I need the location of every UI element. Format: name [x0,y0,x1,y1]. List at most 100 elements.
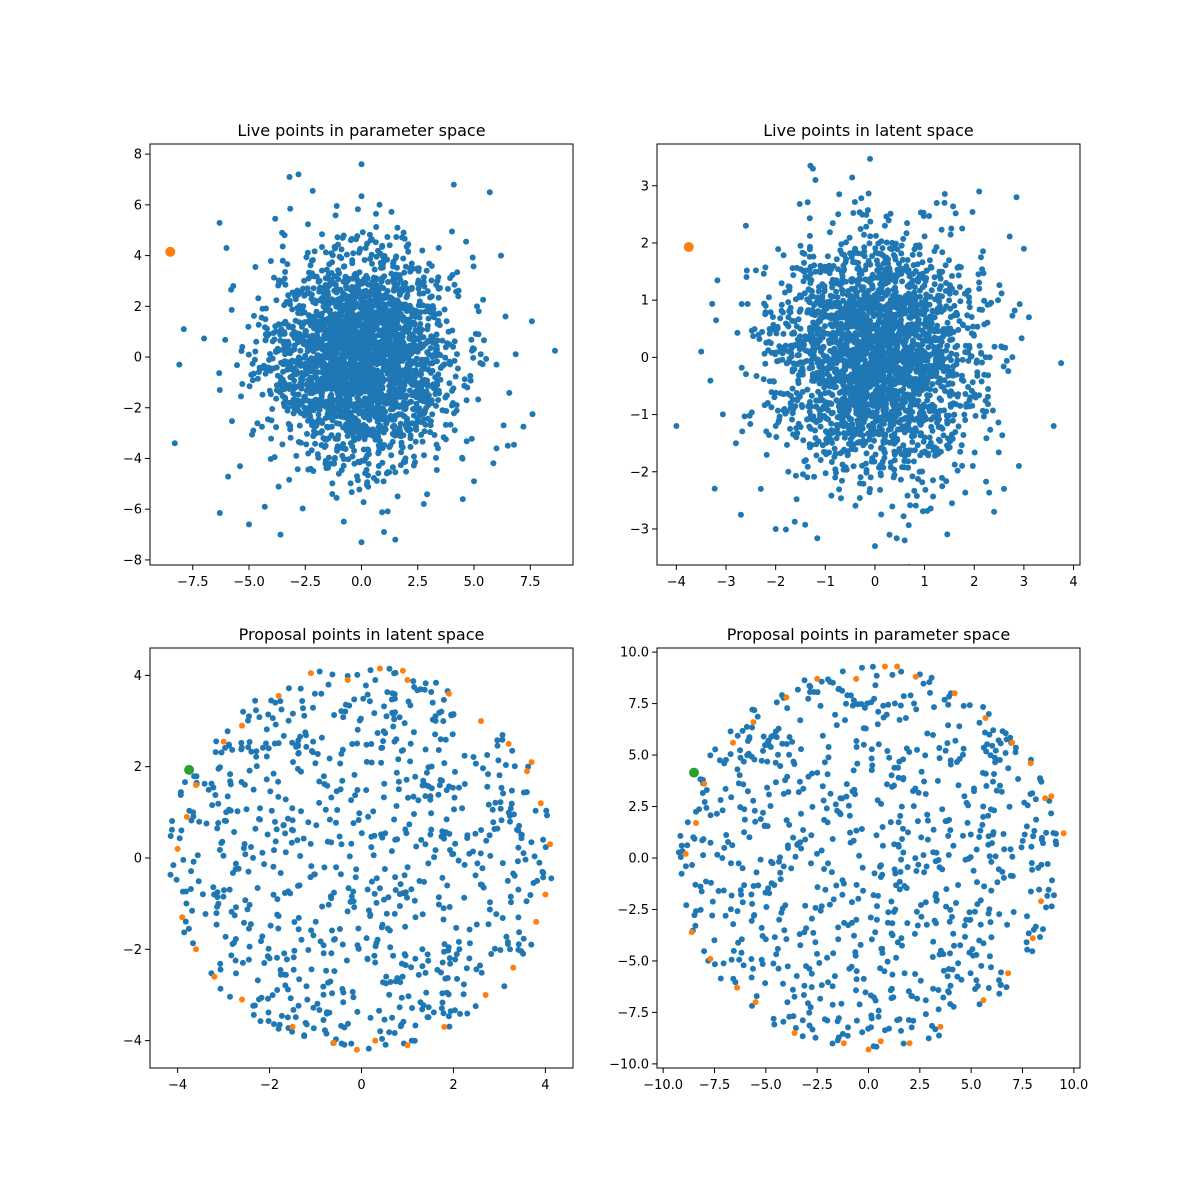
data-point [454,351,460,358]
data-point [898,324,905,331]
data-point [893,535,900,542]
data-point [267,351,273,357]
x-tick-label: −5.0 [233,575,265,590]
data-point [378,308,385,315]
data-point [376,437,383,444]
data-point [297,380,304,387]
data-point [431,432,438,438]
data-point [289,323,296,330]
data-point [937,407,943,414]
data-point [323,266,330,273]
data-point [376,345,383,352]
data-point [245,323,252,330]
data-point [413,394,420,401]
data-point [493,445,500,452]
data-point [290,410,297,417]
data-point [928,423,935,430]
data-point [399,356,406,363]
data-point [969,379,976,386]
data-point [905,269,912,276]
data-point [335,432,342,439]
x-tick-label: −7.5 [177,575,209,590]
data-point [379,264,386,271]
data-point [900,266,906,273]
data-point [866,279,873,285]
data-point [268,435,275,442]
data-point [853,292,860,299]
data-point [966,304,973,311]
data-point [176,361,183,368]
data-point [901,458,908,464]
data-point [360,348,367,355]
data-point [388,308,394,315]
plot-area [165,161,558,546]
data-point [351,369,358,376]
data-point [420,501,427,507]
data-point [316,318,323,325]
data-point [784,441,790,448]
data-point [309,187,316,194]
data-point [802,521,809,528]
data-point [382,330,389,337]
data-point [340,441,347,447]
data-point [813,397,820,404]
data-point [424,288,431,295]
data-point [885,260,891,267]
data-point [907,502,914,509]
data-point [258,314,265,321]
data-point [398,439,405,446]
data-point [361,257,368,263]
data-point [309,270,315,277]
data-point [892,278,899,285]
data-point [873,366,880,373]
data-point [467,372,474,379]
data-point [969,209,976,215]
data-point [873,232,879,239]
data-point [373,224,380,230]
data-point [344,350,351,357]
data-point [284,407,291,414]
data-point [251,312,257,319]
data-point [346,322,352,329]
data-point [420,302,427,309]
data-point [899,464,906,471]
data-point [787,425,793,432]
data-point [309,257,315,264]
data-point [420,274,427,281]
data-point [849,421,856,428]
data-point [304,430,310,437]
data-point [375,450,382,457]
data-point [405,355,411,361]
data-point [461,376,468,383]
data-point [345,306,352,313]
data-point [774,407,781,414]
data-point [355,418,362,425]
data-point [920,417,927,424]
data-point [1006,233,1013,240]
data-point [965,287,972,294]
data-point [275,321,282,328]
data-point [439,407,446,414]
data-point [986,354,993,361]
data-point [921,412,928,419]
data-point [264,325,270,332]
data-point [365,328,372,334]
data-point [382,408,389,415]
data-point [368,403,375,410]
data-point [985,372,992,379]
data-point [815,388,822,395]
data-point [916,244,923,251]
data-point [870,350,877,357]
data-point [349,430,356,437]
data-point [383,420,390,427]
data-point [403,243,410,250]
data-point [851,398,858,405]
data-point [354,206,361,213]
data-point [303,387,310,394]
data-point [380,478,387,485]
data-point [429,411,436,418]
x-tick-label: 5.0 [464,575,485,590]
data-point [755,331,762,338]
data-point [365,387,372,393]
data-point [442,394,449,401]
